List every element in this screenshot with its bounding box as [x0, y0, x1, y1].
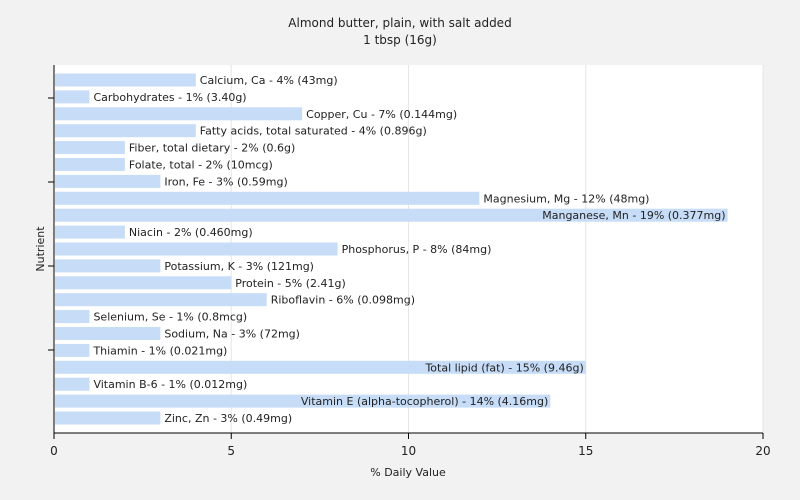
bar	[55, 73, 196, 87]
bar-label: Niacin - 2% (0.460mg)	[129, 226, 253, 239]
bar-label: Potassium, K - 3% (121mg)	[164, 260, 314, 273]
x-tick-label: 0	[50, 444, 58, 458]
bar-label: Fiber, total dietary - 2% (0.6g)	[129, 142, 295, 155]
chart-subtitle: 1 tbsp (16g)	[363, 33, 437, 47]
bar	[55, 293, 267, 307]
x-axis-label: % Daily Value	[370, 466, 446, 479]
bar	[55, 259, 161, 273]
bar	[55, 107, 303, 121]
bar-label: Calcium, Ca - 4% (43mg)	[200, 74, 338, 87]
bar-label: Sodium, Na - 3% (72mg)	[164, 328, 300, 341]
bar	[55, 394, 551, 408]
bar	[55, 411, 161, 425]
bar	[55, 225, 125, 239]
bar-label: Fatty acids, total saturated - 4% (0.896…	[200, 125, 427, 138]
bar-label: Phosphorus, P - 8% (84mg)	[342, 243, 492, 256]
bars	[55, 73, 728, 425]
bar-label: Zinc, Zn - 3% (0.49mg)	[164, 412, 292, 425]
bar	[55, 141, 125, 155]
bar	[55, 191, 480, 205]
bar-label: Thiamin - 1% (0.021mg)	[92, 344, 227, 357]
x-tick-label: 5	[227, 444, 235, 458]
bar-label: Manganese, Mn - 19% (0.377mg)	[542, 209, 725, 222]
bar-label: Carbohydrates - 1% (3.40g)	[93, 91, 246, 104]
x-tick-label: 20	[755, 444, 770, 458]
bar-label: Folate, total - 2% (10mcg)	[129, 159, 273, 172]
bar-labels: Calcium, Ca - 4% (43mg) Carbohydrates - 1…	[92, 74, 725, 425]
chart-title: Almond butter, plain, with salt added	[288, 16, 511, 30]
x-ticks: 0 5 10 15 20	[50, 433, 771, 458]
bar-label: Selenium, Se - 1% (0.8mcg)	[93, 311, 247, 324]
bar-label: Iron, Fe - 3% (0.59mg)	[164, 175, 287, 188]
bar	[55, 90, 90, 104]
bar-label: Copper, Cu - 7% (0.144mg)	[306, 108, 457, 121]
bar	[55, 377, 90, 391]
x-tick-label: 15	[578, 444, 593, 458]
bar	[55, 158, 125, 171]
bar	[55, 208, 728, 222]
bar	[55, 327, 161, 340]
bar-label: Magnesium, Mg - 12% (48mg)	[483, 192, 649, 205]
bar	[55, 343, 90, 357]
bar-label: Total lipid (fat) - 15% (9.46g)	[424, 361, 583, 374]
bar	[55, 360, 586, 374]
bar	[55, 124, 196, 138]
bar-label: Vitamin B-6 - 1% (0.012mg)	[93, 378, 247, 391]
bar	[55, 310, 90, 324]
y-axis-label: Nutrient	[34, 226, 47, 272]
bar	[55, 242, 338, 256]
bar-label: Riboflavin - 6% (0.098mg)	[271, 294, 415, 307]
x-tick-label: 10	[401, 444, 416, 458]
bar	[55, 276, 232, 290]
bar-label: Vitamin E (alpha-tocopherol) - 14% (4.16…	[301, 395, 548, 408]
bar	[55, 174, 161, 188]
bar-label: Protein - 5% (2.41g)	[235, 277, 346, 290]
